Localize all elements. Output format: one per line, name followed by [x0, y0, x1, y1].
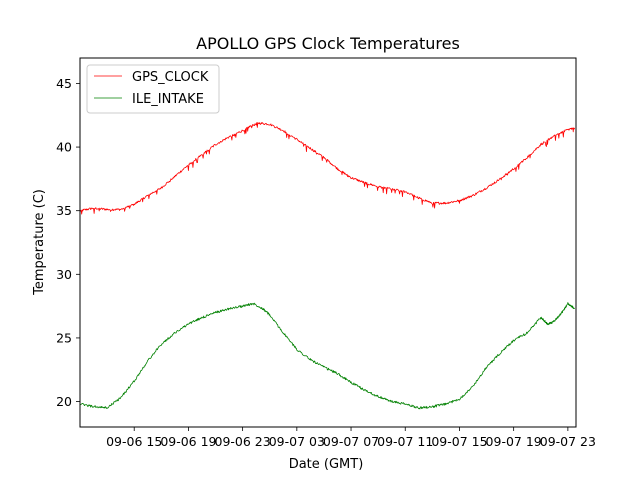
x-axis-title: Date (GMT) [289, 457, 364, 472]
y-tick-label: 30 [56, 267, 72, 282]
legend-box [86, 64, 220, 114]
y-tick-label: 40 [56, 140, 72, 155]
x-tick-label: 09-07 03 [269, 434, 325, 449]
chart-title: APOLLO GPS Clock Temperatures [196, 34, 460, 53]
legend: GPS_CLOCK ILE_INTAKE [86, 64, 220, 114]
series-layer [79, 122, 576, 410]
y-tick-label: 45 [56, 76, 72, 91]
y-tick-label: 35 [56, 203, 72, 218]
series-line-ile-intake [79, 302, 575, 410]
x-tick-label: 09-07 23 [540, 434, 596, 449]
y-tick-label: 20 [56, 394, 72, 409]
x-tick-label: 09-07 07 [323, 434, 379, 449]
y-axis-title: Temperature (C) [32, 189, 47, 296]
x-tick-label: 09-06 23 [215, 434, 271, 449]
x-tick-label: 09-06 19 [160, 434, 216, 449]
x-tick-label: 09-07 15 [431, 434, 487, 449]
x-tick-label: 09-07 11 [377, 434, 433, 449]
x-tick-label: 09-07 19 [486, 434, 542, 449]
series-line-gps-clock [79, 122, 576, 215]
x-tick-label: 09-06 15 [106, 434, 162, 449]
y-tick-label: 25 [56, 330, 72, 345]
y-axis: 20 25 30 35 40 45 [56, 76, 80, 409]
legend-label-ile-intake: ILE_INTAKE [132, 92, 204, 107]
plot-area-frame [79, 57, 577, 428]
legend-label-gps-clock: GPS_CLOCK [132, 70, 209, 85]
